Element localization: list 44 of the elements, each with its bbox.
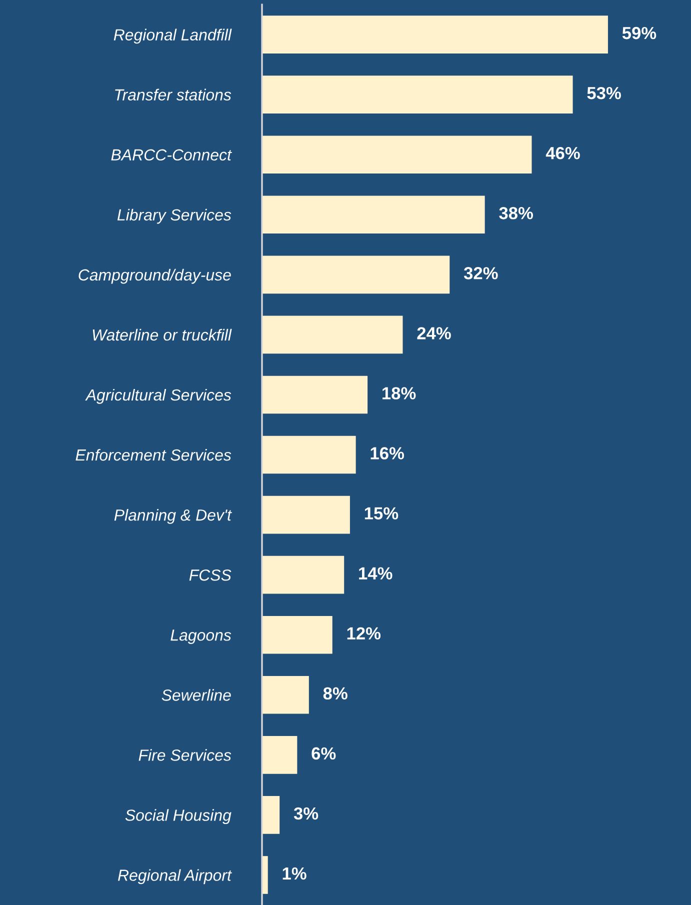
y-tick-label: Waterline or truckfill [92,328,232,341]
y-tick-label: Sewerline [162,689,231,701]
bar [262,436,356,474]
y-tick-label: Fire Services [138,749,232,761]
y-tick-label: BARCC-Connect [111,149,232,161]
data-label: 1% [282,867,306,880]
y-tick-label: Campground/day-use [78,268,231,284]
y-tick-label: FCSS [189,569,232,581]
bar [262,616,332,654]
data-label: 14% [359,567,392,580]
bar [262,76,573,114]
y-tick-label: Regional Airport [118,869,232,884]
bar [262,736,298,774]
bar [262,376,368,414]
y-tick-label: Enforcement Services [76,448,232,461]
data-label: 6% [312,747,336,760]
data-label: 12% [347,627,381,640]
bar [262,556,344,594]
data-label: 38% [499,207,534,220]
bar [262,256,450,294]
data-label: 59% [622,26,656,40]
data-label: 24% [417,327,451,340]
data-label: 15% [364,507,398,520]
data-label: 53% [587,86,621,100]
y-tick-label: Lagoons [170,630,232,644]
data-label: 18% [382,387,416,400]
y-tick-label: Regional Landfill [114,28,232,44]
bar [262,796,280,834]
bar [262,196,485,234]
y-tick-label: Library Services [117,208,232,224]
bar [262,16,608,54]
data-label: 32% [464,267,498,280]
bar [262,496,350,534]
bar [262,316,403,354]
data-label: 3% [294,807,318,820]
data-label: 8% [323,687,348,700]
data-label: 46% [546,146,580,160]
y-tick-label: Agricultural Services [85,388,232,404]
y-tick-label: Transfer stations [115,88,232,101]
y-tick-label: Planning & Dev't [114,509,232,524]
y-tick-label: Social Housing [125,809,232,824]
bar [262,136,532,174]
data-label: 16% [370,447,404,460]
bar [262,676,309,714]
